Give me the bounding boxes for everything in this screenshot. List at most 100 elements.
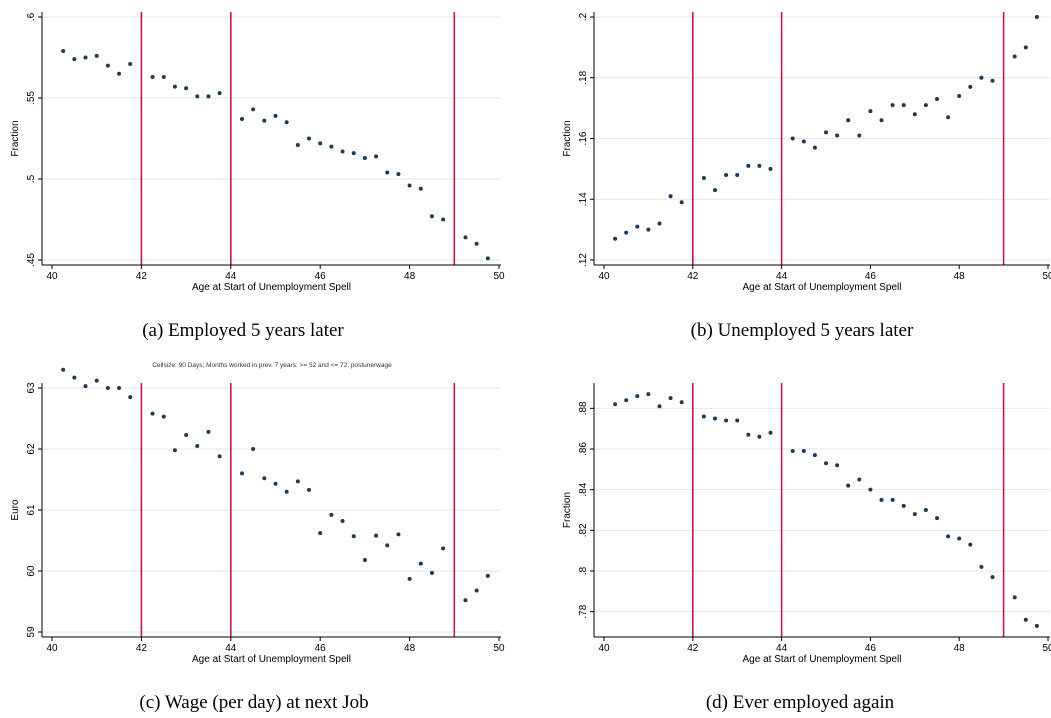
- data-point: [790, 136, 795, 141]
- data-point: [713, 416, 717, 421]
- data-point: [128, 395, 133, 400]
- y-axis-title: Euro: [10, 499, 21, 521]
- data-point: [879, 118, 884, 123]
- y-tick-label: .55: [26, 91, 37, 105]
- data-point: [868, 487, 873, 492]
- data-point: [94, 378, 99, 383]
- data-point: [72, 57, 77, 62]
- data-point: [307, 136, 312, 141]
- data-point: [624, 398, 629, 403]
- x-tick-label: 46: [315, 271, 327, 282]
- data-point: [668, 396, 673, 401]
- data-point: [195, 443, 200, 448]
- data-point: [890, 103, 895, 108]
- data-point: [161, 74, 166, 79]
- data-point: [295, 142, 300, 147]
- panel-c-wage-at-next-job: 40 42 44 46 48 50 59 60 61 62 63 Age at Start of Un…: [10, 367, 505, 665]
- data-point: [441, 217, 446, 222]
- data-point: [418, 561, 423, 566]
- data-point: [1023, 617, 1028, 622]
- data-point: [968, 542, 973, 547]
- data-point: [923, 103, 928, 108]
- data-point: [901, 503, 906, 508]
- data-point: [968, 84, 973, 89]
- data-point: [635, 224, 640, 229]
- data-point: [957, 93, 962, 98]
- x-tick-label: 48: [404, 271, 416, 282]
- data-point: [94, 53, 99, 58]
- x-tick-label: 44: [225, 643, 237, 654]
- data-point: [746, 163, 751, 168]
- data-point: [474, 241, 479, 246]
- data-point: [318, 141, 323, 146]
- data-point: [946, 534, 951, 539]
- data-point: [824, 461, 828, 466]
- y-tick-label: 63: [26, 382, 37, 394]
- data-point: [635, 394, 640, 399]
- x-tick-label: 40: [46, 271, 58, 282]
- data-point: [713, 188, 717, 193]
- x-axis-title: Age at Start of Unemployment Spell: [192, 654, 351, 665]
- data-point: [429, 214, 434, 219]
- data-point: [990, 575, 995, 580]
- data-point: [418, 186, 423, 191]
- x-tick-label: 44: [776, 271, 788, 282]
- data-point: [1023, 45, 1028, 50]
- x-axis-title: Age at Start of Unemployment Spell: [743, 282, 902, 293]
- data-point: [812, 453, 817, 458]
- data-point: [679, 400, 684, 405]
- data-point: [679, 200, 684, 205]
- data-point: [857, 477, 862, 482]
- x-tick-label: 44: [776, 643, 788, 654]
- data-point: [251, 107, 256, 112]
- data-point: [801, 449, 806, 454]
- y-tick-label: .78: [578, 604, 589, 618]
- data-point: [857, 133, 862, 138]
- data-point: [61, 367, 66, 372]
- data-point: [901, 103, 906, 108]
- data-point: [351, 534, 356, 539]
- data-point: [295, 479, 300, 484]
- data-point: [105, 386, 110, 390]
- data-point: [935, 97, 939, 102]
- data-point: [979, 564, 984, 569]
- data-point: [385, 543, 390, 548]
- data-point: [273, 481, 278, 486]
- data-point: [801, 139, 806, 144]
- y-tick-label: 61: [26, 504, 37, 516]
- data-point: [868, 109, 873, 114]
- caption-b: (b) Unemployed 5 years later: [691, 320, 914, 341]
- data-point: [990, 78, 995, 83]
- data-point: [912, 512, 917, 517]
- data-point: [624, 230, 629, 235]
- y-tick-label: .14: [578, 192, 589, 206]
- x-tick-label: 42: [687, 271, 699, 282]
- x-tick-label: 50: [493, 643, 505, 654]
- data-point: [340, 149, 345, 154]
- data-point: [657, 404, 662, 409]
- data-point: [385, 170, 390, 175]
- data-point: [284, 489, 289, 494]
- data-point: [701, 414, 706, 419]
- data-point: [1034, 15, 1039, 19]
- data-point: [463, 598, 468, 603]
- data-point: [724, 172, 729, 177]
- data-point: [396, 532, 401, 537]
- x-tick-label: 40: [598, 271, 610, 282]
- data-point: [172, 448, 177, 453]
- chart-note: Cellsize: 90 Days; Months worked in prev…: [152, 362, 392, 369]
- data-point: [374, 154, 379, 159]
- data-point: [217, 91, 222, 96]
- data-point: [351, 151, 356, 156]
- data-point: [105, 63, 110, 68]
- data-point: [1012, 54, 1017, 59]
- y-tick-label: .45: [26, 253, 37, 267]
- data-point: [184, 432, 189, 437]
- data-point: [407, 183, 412, 188]
- data-point: [957, 536, 962, 541]
- data-point: [724, 418, 729, 423]
- y-axis-title: Fraction: [562, 492, 573, 528]
- y-tick-label: .18: [578, 70, 589, 84]
- data-point: [790, 449, 795, 454]
